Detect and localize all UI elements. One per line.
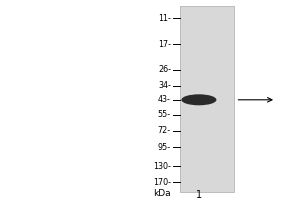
Text: 17-: 17-	[158, 40, 171, 49]
Text: 95-: 95-	[158, 143, 171, 152]
Text: 1: 1	[196, 190, 202, 200]
Text: kDa: kDa	[153, 189, 171, 198]
Text: 26-: 26-	[158, 65, 171, 74]
Text: 170-: 170-	[153, 178, 171, 187]
Text: 72-: 72-	[158, 126, 171, 135]
Text: 11-: 11-	[158, 14, 171, 23]
Text: 43-: 43-	[158, 95, 171, 104]
Ellipse shape	[181, 94, 217, 105]
Text: 55-: 55-	[158, 110, 171, 119]
FancyBboxPatch shape	[180, 6, 234, 192]
Text: 130-: 130-	[153, 162, 171, 171]
Text: 34-: 34-	[158, 81, 171, 90]
